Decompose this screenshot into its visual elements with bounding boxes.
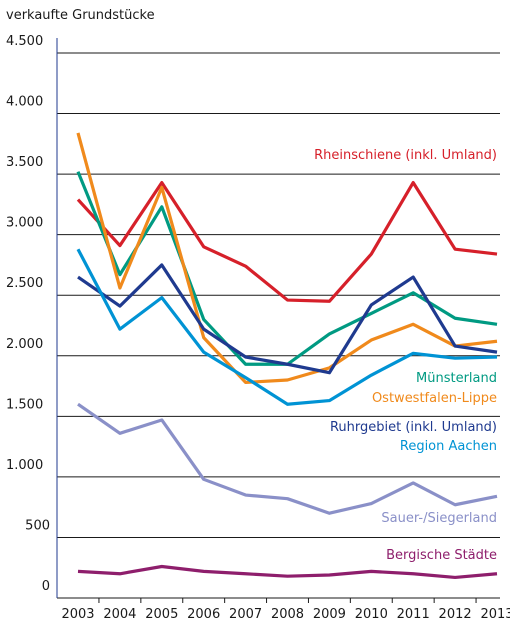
y-tick-label: 2.500: [6, 276, 43, 291]
x-tick-label: 2008: [271, 607, 304, 622]
series-line: [77, 263, 498, 375]
x-tick-label: 2012: [439, 607, 472, 622]
series-label: Münsterland: [416, 371, 497, 386]
y-tick-label: 4.500: [6, 34, 43, 49]
y-tick-label: 0: [42, 579, 50, 594]
series-label: Bergische Städte: [386, 548, 497, 563]
series-line: [76, 248, 498, 406]
series-line: [76, 180, 498, 303]
x-tick-label: 2010: [355, 607, 388, 622]
y-tick-label: 1.500: [6, 397, 43, 412]
x-tick-label: 2007: [229, 607, 262, 622]
series-line: [77, 402, 498, 515]
series-label: Sauer-/Siegerland: [381, 511, 497, 526]
y-tick-label: 3.500: [6, 155, 43, 170]
x-tick-label: 2013: [480, 607, 510, 622]
series-label: Ostwestfalen-Lippe: [372, 391, 497, 406]
series-label: Ruhrgebiet (inkl. Umland): [330, 420, 497, 435]
y-tick-label: 2.000: [6, 337, 43, 352]
y-tick-label: 4.000: [6, 95, 43, 110]
series-line: [77, 564, 498, 580]
series-label: Rheinschiene (inkl. Umland): [314, 148, 497, 163]
series-label: Region Aachen: [400, 439, 497, 454]
x-tick-label: 2004: [103, 607, 136, 622]
y-axis-title: verkaufte Grundstücke: [6, 8, 155, 23]
x-tick-label: 2009: [313, 607, 346, 622]
x-tick-label: 2005: [145, 607, 178, 622]
x-tick-label: 2003: [61, 607, 94, 622]
x-tick-label: 2006: [187, 607, 220, 622]
y-tick-label: 1.000: [6, 458, 43, 473]
x-tick-label: 2011: [397, 607, 430, 622]
series-line: [76, 132, 498, 385]
y-tick-label: 3.000: [6, 216, 43, 231]
y-tick-label: 500: [25, 518, 50, 533]
